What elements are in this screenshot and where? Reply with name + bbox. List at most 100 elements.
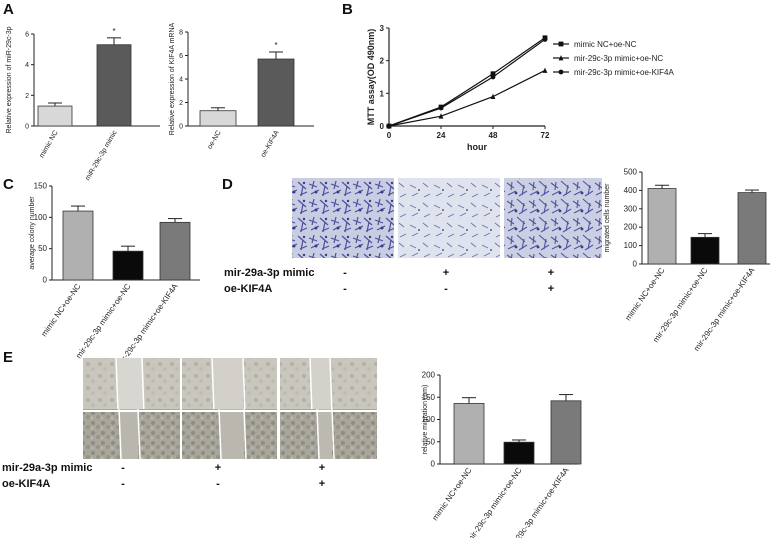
y-tick-label: 6 bbox=[25, 32, 29, 39]
transwell-image-2 bbox=[398, 178, 500, 258]
y-tick-label: 4 bbox=[179, 77, 183, 84]
x-tick-label: oe-NC bbox=[207, 130, 223, 151]
condition-value: + bbox=[443, 267, 449, 279]
x-tick-label: mimic NC bbox=[39, 130, 60, 160]
x-tick-label: 24 bbox=[437, 131, 446, 140]
panel-label-a: A bbox=[3, 1, 14, 18]
y-tick-label: 150 bbox=[34, 182, 48, 191]
y-tick-label: 500 bbox=[624, 168, 638, 177]
x-tick-label: mimic NC+oe-NC bbox=[39, 282, 82, 338]
transwell-image-3 bbox=[504, 178, 602, 258]
bar bbox=[159, 221, 191, 281]
y-axis-title: average colony number bbox=[29, 196, 36, 270]
condition-table-e: mir-29a-3p mimic oe-KIF4A - + + - - + bbox=[2, 462, 325, 490]
marker-circle bbox=[558, 69, 564, 75]
y-tick-label: 200 bbox=[624, 223, 638, 232]
bar bbox=[503, 441, 535, 465]
chart-mir29c-expression: 0 2 4 6 Relative expression of miR-29c-3p mim… bbox=[6, 26, 160, 182]
condition-value: + bbox=[548, 283, 554, 295]
y-tick-label: 100 bbox=[34, 213, 48, 222]
y-tick-label: 2 bbox=[179, 100, 183, 107]
bar bbox=[453, 403, 485, 465]
y-axis-title: Relative expression of KIF4A mRNA bbox=[169, 22, 176, 135]
x-tick-label: oe-KIF4A bbox=[260, 129, 281, 158]
chart-mtt-assay: 0 1 2 3 0 24 48 72 hour MTT assay(OD 490nm) mimic … bbox=[366, 24, 674, 152]
condition-value: - bbox=[444, 283, 448, 295]
y-axis-title: MTT assay(OD 490nm) bbox=[366, 29, 376, 126]
condition-table-d: mir-29a-3p mimic oe-KIF4A - + + - - + bbox=[224, 267, 554, 295]
series-line bbox=[388, 69, 546, 127]
chart-relative-migration: 0 50 100 150 200 relative migration (um) mimic… bbox=[422, 371, 582, 538]
bar bbox=[199, 110, 237, 127]
y-tick-label: 0 bbox=[43, 276, 48, 285]
bar bbox=[647, 188, 677, 265]
y-tick-label: 2 bbox=[25, 93, 29, 100]
marker-circle bbox=[490, 74, 496, 80]
y-tick-label: 300 bbox=[624, 204, 638, 213]
condition-value: + bbox=[215, 462, 221, 474]
bar bbox=[737, 192, 767, 265]
y-tick-label: 2 bbox=[380, 57, 385, 66]
condition-value: + bbox=[548, 267, 554, 279]
condition-value: - bbox=[343, 267, 347, 279]
panel-label-d: D bbox=[222, 176, 233, 193]
marker-square bbox=[490, 71, 496, 77]
x-tick-label: 72 bbox=[541, 131, 550, 140]
y-tick-label: 100 bbox=[624, 241, 638, 250]
transwell-image-1 bbox=[292, 178, 394, 258]
bar bbox=[112, 250, 144, 281]
significance-marker: * bbox=[112, 27, 115, 36]
marker-triangle bbox=[558, 55, 564, 61]
condition-label-mimic: mir-29a-3p mimic bbox=[224, 267, 314, 279]
bar bbox=[96, 44, 132, 127]
condition-value: - bbox=[121, 462, 125, 474]
condition-label-oe: oe-KIF4A bbox=[224, 283, 272, 295]
condition-label-mimic: mir-29a-3p mimic bbox=[2, 462, 92, 474]
y-tick-label: 50 bbox=[38, 244, 47, 253]
bar bbox=[550, 400, 582, 465]
panel-label-b: B bbox=[342, 1, 353, 18]
x-tick-label: 0 bbox=[387, 131, 392, 140]
y-tick-label: 0 bbox=[633, 260, 638, 269]
y-tick-label: 0 bbox=[380, 122, 385, 131]
y-tick-label: 100 bbox=[422, 415, 436, 424]
panel-label-e: E bbox=[3, 349, 13, 366]
chart-colony-number: 0 50 100 150 average colony number mimic NC+o… bbox=[29, 182, 200, 369]
condition-label-oe: oe-KIF4A bbox=[2, 478, 50, 490]
y-tick-label: 1 bbox=[380, 89, 385, 98]
condition-value: - bbox=[216, 478, 220, 490]
marker-triangle bbox=[542, 67, 548, 73]
panel-label-c: C bbox=[3, 176, 14, 193]
y-tick-label: 0 bbox=[431, 460, 436, 469]
x-tick-label: mir-29c-3p mimic+oe-NC bbox=[465, 466, 524, 538]
y-tick-label: 4 bbox=[25, 62, 29, 69]
legend-label: mir-29c-3p mimic+oe-NC bbox=[574, 54, 663, 63]
bar bbox=[62, 210, 94, 281]
legend-label: mimic NC+oe-NC bbox=[574, 40, 637, 49]
bar bbox=[257, 58, 295, 127]
y-tick-label: 400 bbox=[624, 186, 638, 195]
transwell-images bbox=[292, 178, 602, 258]
bar bbox=[690, 236, 720, 265]
condition-value: + bbox=[319, 478, 325, 490]
y-tick-label: 0 bbox=[179, 124, 183, 131]
y-tick-label: 50 bbox=[426, 437, 435, 446]
marker-triangle bbox=[490, 93, 496, 99]
marker-circle bbox=[438, 105, 444, 111]
y-tick-label: 150 bbox=[422, 393, 436, 402]
y-axis-title: relative migration (um) bbox=[422, 385, 429, 455]
marker-triangle bbox=[438, 113, 444, 119]
condition-value: + bbox=[319, 462, 325, 474]
marker-circle bbox=[542, 37, 548, 42]
y-tick-label: 200 bbox=[422, 371, 436, 380]
legend-label: mir-29c-3p mimic+oe-KIF4A bbox=[574, 68, 674, 77]
y-axis-title: migrated cells number bbox=[604, 183, 611, 253]
x-tick-label: miR-29c-3p mimic bbox=[84, 129, 119, 182]
x-tick-label: mimic NC+oe-NC bbox=[430, 466, 473, 523]
y-axis-title: Relative expression of miR-29c-3p bbox=[6, 26, 13, 133]
y-tick-label: 0 bbox=[25, 124, 29, 131]
series-line bbox=[388, 38, 546, 127]
bar bbox=[37, 105, 73, 127]
